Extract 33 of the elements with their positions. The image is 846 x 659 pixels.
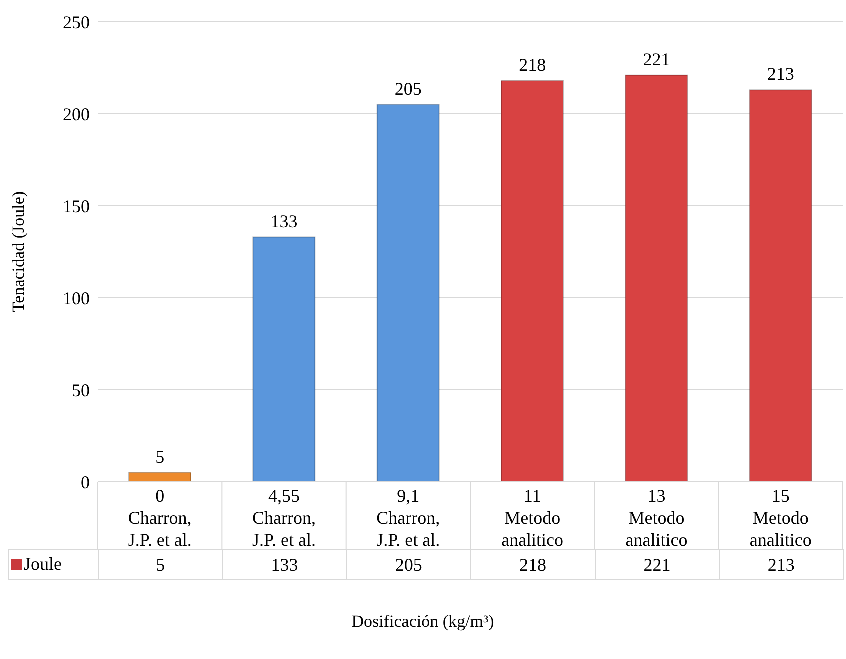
bar [376,104,440,482]
data-label: 218 [470,549,595,580]
bar [625,74,688,482]
x-tick-label: 0 Charron, J.P. et al. [128,486,192,550]
data-label: 5 [98,549,222,580]
data-label: 133 [222,549,346,580]
y-tick-label: 0 [81,472,90,492]
x-tick-label: 9,1 Charron, J.P. et al. [376,486,440,550]
data-label: 221 [594,549,719,580]
data-label: 213 [718,549,843,580]
bar [128,472,192,482]
y-axis-title: Tenacidad (Joule) [9,191,28,313]
data-label: 205 [346,549,470,580]
annotation: 205 [394,78,422,99]
annotation: 213 [767,64,794,84]
bar [252,236,316,482]
x-tick-label: 4,55 Charron, J.P. et al. [252,486,316,550]
x-tick-label: 13 Metodo analitico [626,486,688,550]
y-tick-label: 250 [63,12,90,32]
y-tick-label: 100 [63,288,90,308]
annotation: 133 [270,211,298,232]
y-tick-label: 150 [63,196,90,216]
x-tick-label: 11 Metodo analitico [502,486,564,550]
y-tick-label: 200 [63,104,90,124]
y-tick-label: 50 [72,380,90,400]
legend-label: Joule [24,554,62,575]
annotation: 5 [156,446,165,467]
bar [749,90,812,482]
annotation: 221 [643,49,670,70]
x-tick-label: 15 Metodo analitico [750,486,812,550]
annotation: 218 [519,54,546,75]
x-axis-title: Dosificación (kg/m³) [350,612,496,632]
bar [501,80,564,482]
